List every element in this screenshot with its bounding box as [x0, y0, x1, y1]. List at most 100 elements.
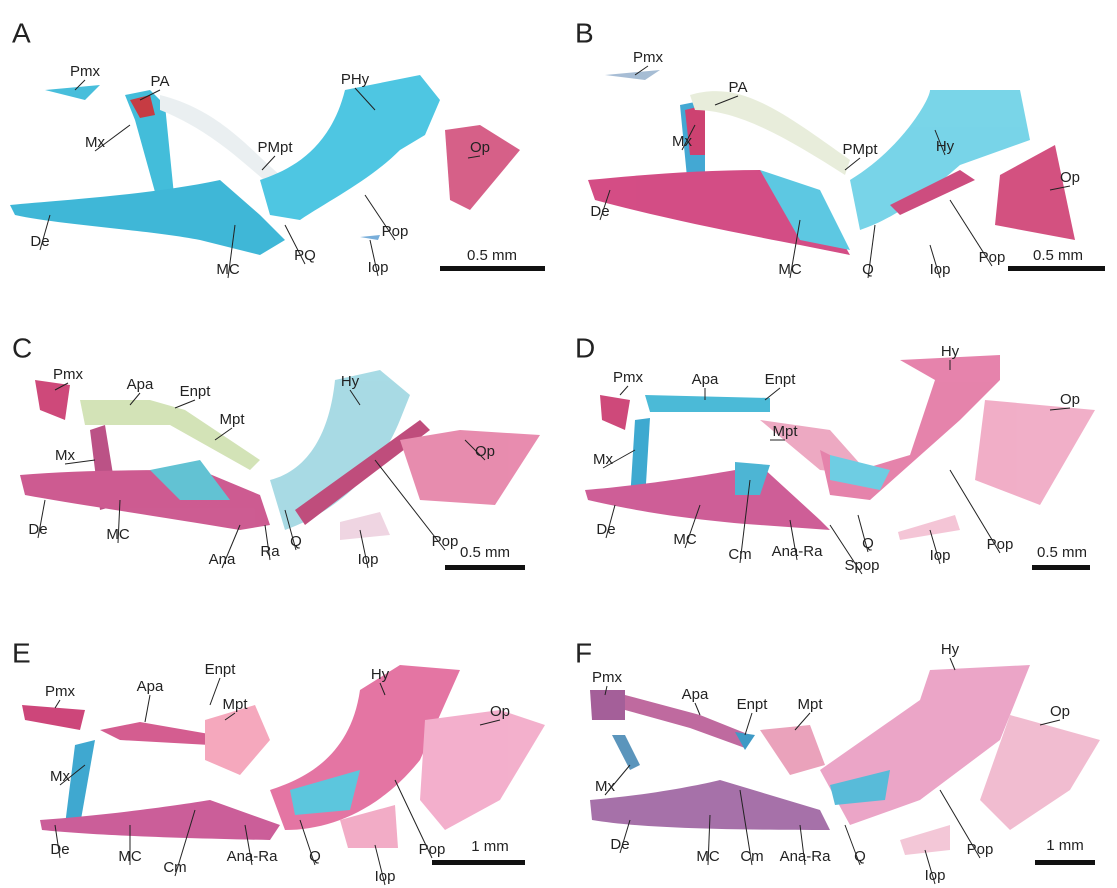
bone-label: Iop	[930, 261, 951, 278]
bone-label: Cm	[740, 848, 763, 865]
bone-label: Mx	[672, 133, 692, 150]
bone-label: Q	[290, 533, 302, 550]
bone-label: Ra	[260, 543, 280, 560]
specimen-d	[585, 355, 1095, 540]
bone-label: Pmx	[613, 369, 644, 386]
leader-line	[210, 678, 220, 705]
bone-label: PQ	[294, 247, 316, 264]
panel-letter: E	[12, 637, 31, 668]
bone-label: Mx	[593, 451, 613, 468]
bone-label: Pop	[419, 841, 446, 858]
bone-label: Hy	[941, 343, 960, 360]
bone-label: Op	[490, 703, 510, 720]
bone-label: Mx	[50, 768, 70, 785]
scale-bar	[432, 860, 525, 865]
scale-label: 1 mm	[1046, 837, 1084, 854]
bone-label: Mx	[55, 447, 75, 464]
leader-line	[765, 388, 780, 400]
bone-label: PA	[729, 79, 748, 96]
bone-label: Ana	[209, 551, 236, 568]
bone-label: Pmx	[45, 683, 76, 700]
leader-line	[175, 400, 195, 408]
bone-label: Ana-Ra	[227, 848, 279, 865]
scale-bar	[1008, 266, 1105, 271]
specimen-e	[22, 665, 545, 848]
leader-line	[695, 703, 700, 715]
bone-label: Ana-Ra	[780, 848, 832, 865]
bone-label: De	[50, 841, 69, 858]
scale-label: 0.5 mm	[1037, 544, 1087, 561]
bone-label: PA	[151, 73, 170, 90]
bone-label: De	[596, 521, 615, 538]
bone-label: Mpt	[219, 411, 245, 428]
scale-label: 0.5 mm	[467, 247, 517, 264]
bone-label: MC	[118, 848, 141, 865]
bone-label: Enpt	[765, 371, 797, 388]
bone-label: MC	[673, 531, 696, 548]
bone-label: Cm	[728, 546, 751, 563]
bone-label: Iop	[930, 547, 951, 564]
bone-label: Iop	[375, 868, 396, 885]
bone-label: Mpt	[772, 423, 798, 440]
scale-label: 0.5 mm	[460, 544, 510, 561]
bone-label: Op	[1060, 391, 1080, 408]
bone-label: Mpt	[797, 696, 823, 713]
bone-label: Pmx	[70, 63, 101, 80]
panel-letter: A	[12, 17, 31, 48]
panel-letter: B	[575, 17, 594, 48]
bone-label: Pmx	[53, 366, 84, 383]
bone-label: Pop	[979, 249, 1006, 266]
bone-label: MC	[216, 261, 239, 278]
figure: A Pmx PA Mx PHy PMpt Op De MC PQ Pop Iop 0.5 mm B Pmx P…	[0, 0, 1117, 888]
specimen-c	[20, 370, 540, 540]
bone-label: Hy	[341, 373, 360, 390]
bone-label: PMpt	[257, 139, 293, 156]
bone-label: De	[28, 521, 47, 538]
bone-label: Op	[1060, 169, 1080, 186]
scale-label: 0.5 mm	[1033, 247, 1083, 264]
scale-label: 1 mm	[471, 838, 509, 855]
bone-label: Op	[475, 443, 495, 460]
specimen-f	[590, 665, 1100, 855]
bone-label: Q	[854, 848, 866, 865]
bone-label: Enpt	[180, 383, 212, 400]
bone-label: Hy	[936, 138, 955, 155]
bone-label: MC	[778, 261, 801, 278]
scale-bar	[445, 565, 525, 570]
leader-line	[55, 700, 60, 708]
bone-label: Enpt	[205, 661, 237, 678]
bone-label: Op	[1050, 703, 1070, 720]
bone-label: Spop	[844, 557, 879, 574]
bone-label: PHy	[341, 71, 370, 88]
bone-label: De	[590, 203, 609, 220]
specimen-a	[10, 75, 520, 255]
scale-bar	[440, 266, 545, 271]
bone-label: Iop	[925, 867, 946, 884]
bone-label: Mpt	[222, 696, 248, 713]
specimen-b	[588, 70, 1075, 255]
bone-label: Apa	[682, 686, 709, 703]
bone-label: Mx	[595, 778, 615, 795]
bone-label: Q	[862, 535, 874, 552]
bone-label: Hy	[941, 641, 960, 658]
leader-line	[620, 386, 628, 395]
bone-label: Apa	[692, 371, 719, 388]
bone-label: Hy	[371, 666, 390, 683]
bone-label: PMpt	[842, 141, 878, 158]
panel-letter: F	[575, 637, 592, 668]
bone-label: De	[610, 836, 629, 853]
scale-bar	[1035, 860, 1095, 865]
bone-label: Pmx	[592, 669, 623, 686]
scale-bar	[1032, 565, 1090, 570]
bone-label: Pop	[987, 536, 1014, 553]
bone-label: Enpt	[737, 696, 769, 713]
bone-label: Q	[309, 848, 321, 865]
bone-label: Op	[470, 139, 490, 156]
panel-letter: D	[575, 332, 595, 363]
bone-label: Apa	[137, 678, 164, 695]
leader-line	[145, 695, 150, 722]
bone-label: Cm	[163, 859, 186, 876]
bone-label: MC	[106, 526, 129, 543]
leader-line	[1040, 720, 1060, 725]
bone-label: Mx	[85, 134, 105, 151]
